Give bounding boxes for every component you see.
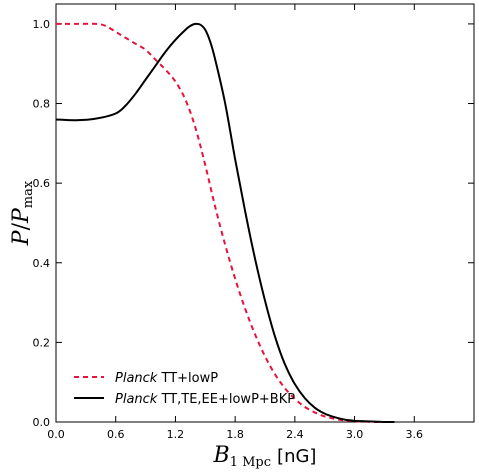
ticks: 0.0 0.6 1.2 1.8 2.4 3.0 3.6 0.0 0.2 0.4 0.6 0.8 1.0 <box>33 4 474 441</box>
x-axis-label: B1 Mpc [nG] <box>213 443 317 470</box>
legend: Planck TT+lowP Planck TT,TE,EE+lowP+BKP <box>74 371 295 407</box>
y-tick-label: 0.6 <box>33 177 51 190</box>
series-line-2 <box>55 22 395 424</box>
legend-label-series-2: Planck TT,TE,EE+lowP+BKP <box>115 392 295 407</box>
x-tick-label: 0.6 <box>107 428 125 441</box>
y-tick-label: 0.4 <box>33 257 51 270</box>
y-tick-label: 0.8 <box>33 98 51 111</box>
x-tick-label: 3.0 <box>346 428 364 441</box>
x-tick-label: 1.2 <box>167 428 185 441</box>
legend-label-series-1: Planck TT+lowP <box>115 371 218 386</box>
plot-frame <box>55 3 475 423</box>
series-layer <box>55 22 395 424</box>
y-tick-label: 0.0 <box>33 416 51 429</box>
x-tick-label: 1.8 <box>226 428 244 441</box>
y-axis-label: P/Pmax <box>9 180 36 246</box>
x-tick-label: 0.0 <box>47 428 65 441</box>
y-tick-label: 0.2 <box>33 336 51 349</box>
y-tick-label: 1.0 <box>33 18 51 31</box>
x-tick-label: 2.4 <box>286 428 304 441</box>
x-tick-label: 3.6 <box>406 428 424 441</box>
series-line-1 <box>56 22 395 424</box>
